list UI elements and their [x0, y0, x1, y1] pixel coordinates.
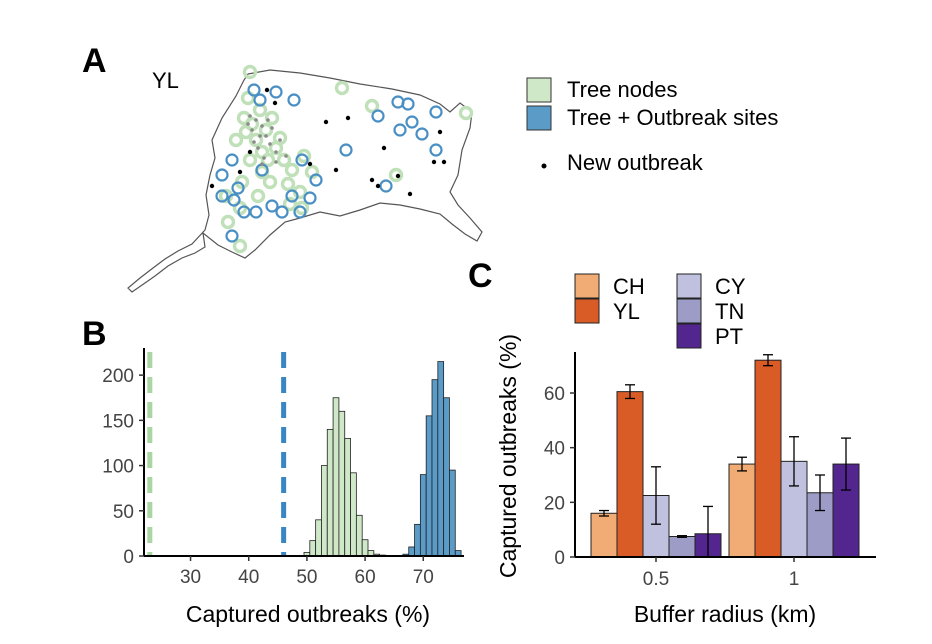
x-tick-label: 60 — [355, 567, 376, 588]
histogram-bar — [326, 428, 334, 557]
panel-a-letter: A — [82, 42, 107, 80]
legend-new-outbreak-label: New outbreak — [567, 150, 704, 175]
histogram-bar — [408, 546, 415, 557]
region-map-outline — [127, 69, 483, 293]
y-tick-label: 0 — [123, 547, 134, 568]
legend-tree-outbreak-label: Tree + Outbreak sites — [567, 105, 778, 130]
y-tick-label: 0 — [554, 548, 565, 569]
panel-a-legend: Tree nodes Tree + Outbreak sites New out… — [526, 77, 778, 175]
y-tick-label: 60 — [544, 384, 565, 405]
legend-label: CY — [715, 274, 746, 299]
bar — [668, 536, 696, 558]
histogram-bar — [443, 397, 450, 557]
legend-tree-nodes-label: Tree nodes — [567, 77, 677, 102]
x-tick-label: 0.5 — [643, 569, 669, 590]
histogram-bar — [338, 410, 346, 557]
panel-b: B 30 40 50 60 70 0 50 100 150 200 Captured outbrea… — [82, 315, 464, 627]
legend-swatch — [676, 298, 702, 324]
histogram-bar — [449, 469, 456, 557]
map-new-outbreaks — [209, 87, 447, 197]
legend-label: PT — [715, 324, 743, 349]
x-tick-label: 1 — [789, 569, 800, 590]
y-tick-label: 100 — [102, 457, 134, 478]
legend-tree-nodes-swatch — [526, 77, 552, 103]
histogram-bar — [321, 465, 328, 557]
y-tick-label: 150 — [102, 411, 134, 432]
bar — [590, 512, 618, 558]
histogram-bar — [350, 472, 357, 557]
histogram-bar — [414, 523, 421, 557]
histogram-bar — [309, 540, 317, 557]
histogram-bar — [431, 379, 439, 557]
x-tick-label: 70 — [413, 567, 434, 588]
histogram-bar — [315, 519, 322, 557]
x-axis-title: Captured outbreaks (%) — [186, 601, 430, 627]
histogram-bar — [361, 539, 369, 557]
legend-swatch — [574, 273, 600, 299]
bar — [616, 391, 644, 558]
x-tick-label: 50 — [296, 567, 317, 588]
legend-label: CH — [613, 274, 645, 299]
legend-label: TN — [715, 299, 744, 324]
legend-label: YL — [613, 299, 640, 324]
histogram-bar — [344, 438, 351, 557]
x-tick-label: 40 — [238, 567, 259, 588]
histogram-bar — [437, 361, 445, 557]
bar — [728, 463, 756, 558]
panel-c-letter: C — [468, 257, 493, 295]
y-tick-label: 50 — [113, 502, 134, 523]
legend-swatch — [574, 298, 600, 324]
bar — [754, 359, 782, 558]
y-axis-title: Captured outbreaks (%) — [495, 334, 521, 578]
panel-a-region-label: YL — [152, 68, 179, 93]
panel-a: A YL — [82, 42, 778, 293]
legend-swatch — [676, 323, 702, 349]
bar-chart-plot: 0 20 40 60 0.5 1 Buffer radius (km) Captured ou… — [495, 334, 876, 627]
histogram-bar — [425, 415, 433, 557]
y-tick-label: 20 — [544, 493, 565, 514]
legend-tree-outbreak-swatch — [526, 105, 552, 131]
histogram-plot: 30 40 50 60 70 0 50 100 150 200 Captured outbreaks… — [102, 348, 464, 627]
y-tick-label: 200 — [102, 366, 134, 387]
legend-swatch — [676, 273, 702, 299]
y-tick-label: 40 — [544, 439, 565, 460]
histogram-bar — [419, 474, 427, 557]
x-axis-title: Buffer radius (km) — [634, 601, 816, 627]
map-tree-outbreak-sites — [215, 83, 443, 243]
histogram-bar — [332, 397, 340, 557]
histogram-bar — [355, 514, 363, 557]
x-tick-label: 30 — [180, 567, 201, 588]
panel-b-letter: B — [82, 315, 107, 353]
map-outbreak-cluster — [246, 114, 288, 166]
legend-new-outbreak-dot — [541, 163, 547, 169]
